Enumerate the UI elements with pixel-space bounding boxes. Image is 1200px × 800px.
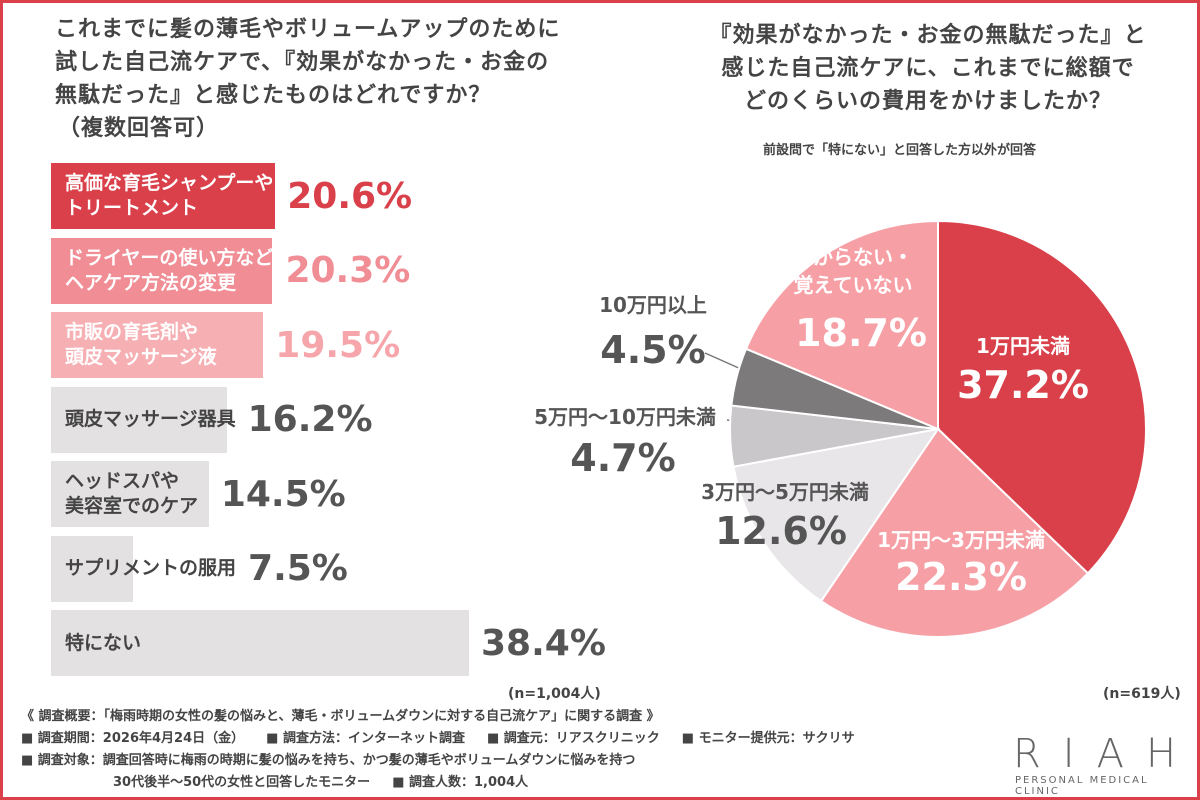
slice-category: 5万円～10万円未満 <box>534 405 716 429</box>
slice-category: 1万円未満 <box>976 334 1070 358</box>
footer-item: 《 調査概要：「梅雨時期の女性の髪の悩みと、薄毛・ボリュームダウンに対する自己流… <box>21 709 660 724</box>
footer-item: ■ 調査元：リアスクリニック <box>486 731 660 746</box>
pie-subtitle: 前設問で「特にない」と回答した方以外が回答 <box>763 143 1037 158</box>
bar <box>51 535 133 602</box>
bar-title: これまでに髪の薄毛やボリュームアップのために 試した自己流ケアで、『効果がなかっ… <box>55 17 561 108</box>
pie-slice <box>744 219 939 431</box>
footer-line: 30代後半～50代の女性と回答したモニター ■ 調査人数：1,004人 <box>113 771 550 790</box>
value-label: 20.6% <box>287 175 413 217</box>
bar-row: 高価な育毛シャンプーや トリートメント 20.6% <box>51 163 412 229</box>
slice-value: 22.3% <box>895 555 1027 599</box>
footer-item: ■ 調査期間：2026年4月24日（金） <box>21 731 245 746</box>
value-label: 19.5% <box>275 324 401 366</box>
value-label: 38.4% <box>481 622 606 664</box>
category-label: 頭皮マッサージ器具 <box>65 408 236 430</box>
category-label: 高価な育毛シャンプーや トリートメント <box>65 172 274 219</box>
category-label: ヘッドスパや 美容室でのケア <box>65 470 199 517</box>
footer-item: ■ 調査方法：インターネット調査 <box>266 731 465 746</box>
category-label: 特にない <box>65 631 142 654</box>
category-label: 市販の育毛剤や 頭皮マッサージ液 <box>65 321 217 368</box>
category-label: サプリメントの服用 <box>65 557 237 579</box>
footer-line: 《 調査概要：「梅雨時期の女性の髪の悩みと、薄毛・ボリュームダウンに対する自己流… <box>21 705 682 724</box>
value-label: 16.2% <box>247 399 373 440</box>
footer-line: ■ 調査対象：調査回答時に梅雨の時期に髪の悩みを持ち、かつ髪の薄毛やボリュームダ… <box>21 749 657 768</box>
footer-line: ■ 調査期間：2026年4月24日（金） ■ 調査方法：インターネット調査 ■ 調査… <box>21 727 877 746</box>
slice-value: 4.5% <box>600 328 706 372</box>
bar-note: (n=1,004人) <box>508 686 601 702</box>
pie-slice <box>819 427 1090 638</box>
logo-tagline: PERSONAL MEDICAL CLINIC <box>1015 775 1149 797</box>
pie-slice <box>732 427 941 603</box>
slice-category: わからない・ 覚えていない <box>793 245 913 297</box>
bar <box>51 163 276 229</box>
value-label: 7.5% <box>248 548 348 589</box>
value-label: 20.3% <box>285 250 411 291</box>
bar-row: ヘッドスパや 美容室でのケア 14.5% <box>51 461 346 527</box>
bar-row: 市販の育毛剤や 頭皮マッサージ液 19.5% <box>51 312 400 378</box>
slice-category: 1万円～3万円未満 <box>877 528 1045 552</box>
bar-row: ドライヤーの使い方など ヘアケア方法の変更 20.3% <box>51 237 411 304</box>
bar-subtitle: （複数回答可） <box>58 116 220 141</box>
slice-category: 10万円以上 <box>599 293 707 317</box>
footer-item: ■ モニター提供元：サクリサ <box>681 731 855 746</box>
footer-item: ■ 調査人数：1,004人 <box>392 775 529 790</box>
footer-item: 30代後半～50代の女性と回答したモニター <box>113 775 371 790</box>
leader-line <box>704 352 742 370</box>
bar <box>51 237 272 304</box>
bar-row: 特にない 38.4% <box>51 610 606 676</box>
slice-value: 37.2% <box>957 363 1089 407</box>
pie-chart <box>704 219 1147 638</box>
pie-slice <box>937 219 1147 575</box>
bar <box>51 386 228 453</box>
slice-value: 18.7% <box>795 311 927 355</box>
slice-category: 3万円～5万円未満 <box>701 480 869 504</box>
bar-row: 頭皮マッサージ器具 16.2% <box>51 386 373 453</box>
footer-item: ■ 調査対象：調査回答時に梅雨の時期に髪の悩みを持ち、かつ髪の薄毛やボリュームダ… <box>21 753 636 768</box>
bar-row: サプリメントの服用 7.5% <box>51 535 348 602</box>
slice-value: 12.6% <box>715 509 847 553</box>
bar <box>51 312 264 378</box>
pie-title: 『効果がなかった・お金の無駄だった』と 感じた自己流ケアに、これまでに総額で ど… <box>709 23 1147 114</box>
pie-note: (n=619人) <box>1103 686 1181 702</box>
slice-value: 4.7% <box>570 436 676 480</box>
bar <box>51 610 469 676</box>
category-label: ドライヤーの使い方など ヘアケア方法の変更 <box>65 246 274 294</box>
logo-name: RIAHS <box>1013 731 1199 777</box>
value-label: 14.5% <box>220 473 346 515</box>
bar <box>51 461 209 527</box>
